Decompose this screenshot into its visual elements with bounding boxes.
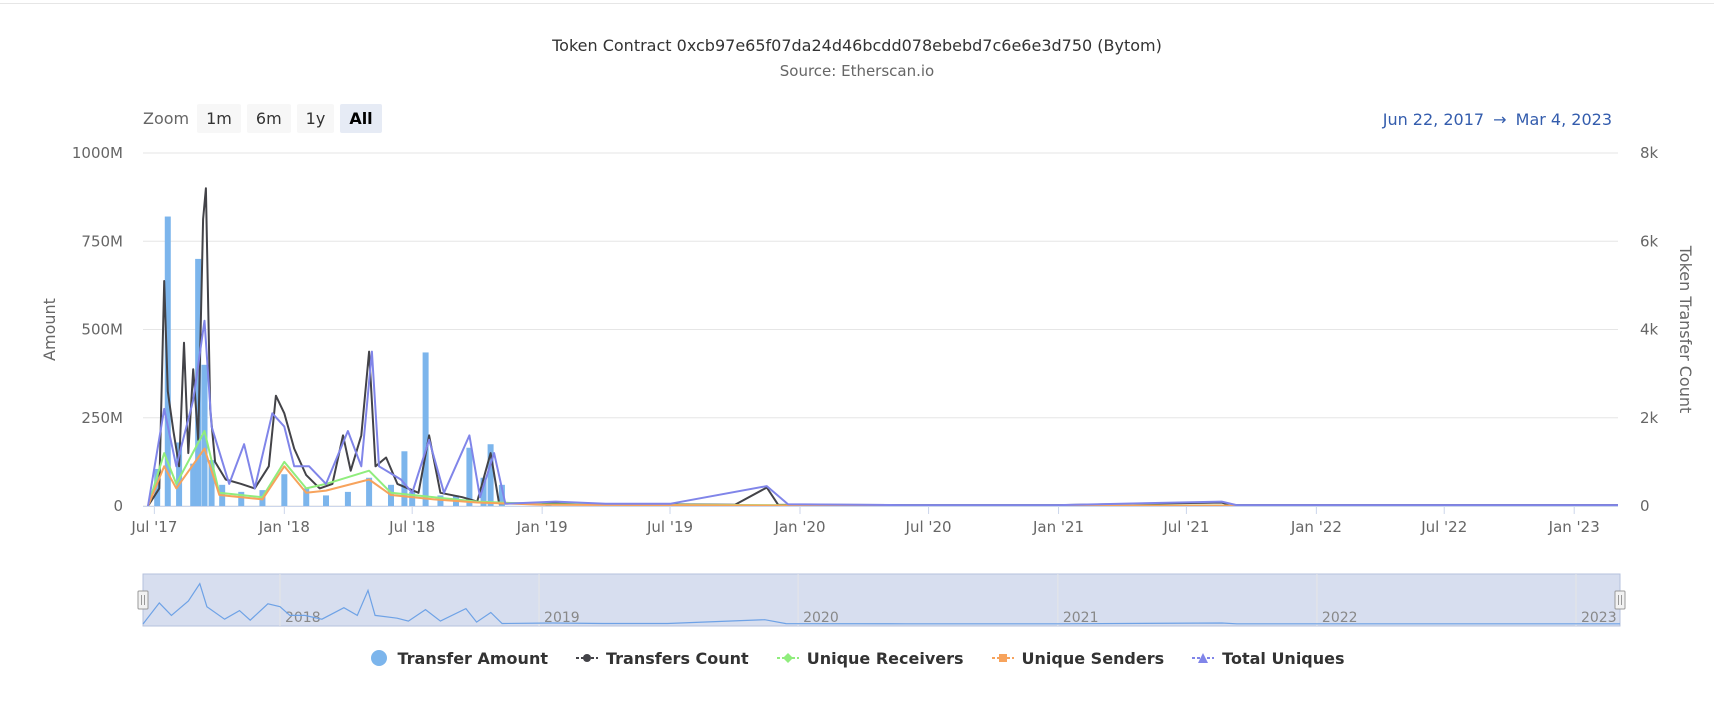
date-range: Jun 22, 2017 → Mar 4, 2023 xyxy=(1381,110,1614,129)
zoom-1y-button[interactable]: 1y xyxy=(296,104,335,133)
transfer-amount-bar[interactable] xyxy=(487,444,494,506)
zoom-6m-button[interactable]: 6m xyxy=(246,104,291,133)
grid-lines xyxy=(143,152,1618,507)
navigator-series-line xyxy=(142,582,1620,625)
transfer-amount-bar[interactable] xyxy=(323,495,330,506)
transfer-amount-bar[interactable] xyxy=(303,488,310,506)
navigator-left-handle[interactable] xyxy=(137,590,149,610)
x-tick-label: Jan '18 xyxy=(258,518,310,536)
transfer-amount-bar[interactable] xyxy=(154,468,161,506)
navigator[interactable]: 2018 2019 2020 2021 2022 2023 xyxy=(137,573,1626,627)
transfer-amount-bar[interactable] xyxy=(466,447,473,506)
legend-item-unique-receivers[interactable]: Unique Receivers xyxy=(776,648,964,668)
x-tick-label: Jul '17 xyxy=(130,518,177,536)
zoom-control: Zoom 1m 6m 1y All xyxy=(143,104,382,133)
legend-item-transfer-amount[interactable]: Transfer Amount xyxy=(369,648,548,668)
legend: Transfer Amount Transfers Count Unique R… xyxy=(0,648,1714,668)
y-right-tick-label: 4k xyxy=(1640,321,1659,339)
transfer-amount-bar[interactable] xyxy=(176,442,183,506)
x-tick-label: Jul '21 xyxy=(1162,518,1209,536)
legend-label: Transfers Count xyxy=(605,648,749,668)
legend-label: Unique Receivers xyxy=(806,648,964,668)
y-right-axis-title: Token Transfer Count xyxy=(1676,245,1695,414)
navigator-tick-label: 2020 xyxy=(803,610,839,626)
series-area xyxy=(147,187,1619,507)
y-left-tick-label: 1000M xyxy=(72,144,123,162)
legend-label: Total Uniques xyxy=(1222,648,1345,668)
transfer-amount-bar[interactable] xyxy=(344,491,351,506)
y-right-tick-label: 6k xyxy=(1640,232,1659,250)
series-line-total-uniques[interactable] xyxy=(147,319,1618,507)
x-tick-label: Jul '18 xyxy=(388,518,435,536)
top-rule xyxy=(0,3,1714,4)
navigator-selection[interactable] xyxy=(142,573,1621,627)
transfer-amount-bar[interactable] xyxy=(195,258,202,506)
axes: 0 250M 500M 750M 1000M 0 2k 4k 6k 8k Amount Token T… xyxy=(40,144,1695,536)
x-tick-label: Jan '19 xyxy=(516,518,568,536)
legend-line-circle-icon xyxy=(575,654,598,662)
legend-line-triangle-icon xyxy=(1192,653,1215,663)
transfer-amount-bar[interactable] xyxy=(190,463,197,506)
legend-item-unique-senders[interactable]: Unique Senders xyxy=(991,648,1165,668)
series-line-transfers-count[interactable] xyxy=(147,187,1618,507)
navigator-tick-label: 2022 xyxy=(1322,610,1358,626)
navigator-tick-label: 2018 xyxy=(285,610,321,626)
transfer-amount-bar[interactable] xyxy=(409,491,416,506)
y-left-tick-label: 750M xyxy=(81,232,123,250)
y-left-tick-label: 500M xyxy=(81,321,123,339)
transfer-amount-bar[interactable] xyxy=(401,451,408,506)
x-tick-label: Jul '19 xyxy=(646,518,693,536)
legend-circle-icon xyxy=(371,650,388,666)
transfer-amount-bar[interactable] xyxy=(498,484,505,506)
x-tick-label: Jul '22 xyxy=(1420,518,1467,536)
range-arrow: → xyxy=(1493,110,1507,129)
range-from-input[interactable]: Jun 22, 2017 xyxy=(1382,110,1485,129)
transfer-amount-bar[interactable] xyxy=(480,477,487,506)
zoom-label: Zoom xyxy=(143,109,190,128)
x-tick-label: Jan '20 xyxy=(773,518,825,536)
zoom-all-button[interactable]: All xyxy=(340,104,382,133)
navigator-right-handle[interactable] xyxy=(1614,590,1626,610)
zoom-1m-button[interactable]: 1m xyxy=(197,104,241,133)
navigator-tick-label: 2023 xyxy=(1581,610,1617,626)
x-tick-label: Jan '23 xyxy=(1548,518,1600,536)
y-left-axis-title: Amount xyxy=(40,298,59,361)
range-to-input[interactable]: Mar 4, 2023 xyxy=(1515,110,1612,129)
legend-item-transfers-count[interactable]: Transfers Count xyxy=(575,648,749,668)
transfer-amount-bar[interactable] xyxy=(201,364,208,506)
y-right-tick-label: 8k xyxy=(1640,144,1659,162)
chart-title: Token Contract 0xcb97e65f07da24d46bcdd07… xyxy=(552,36,1162,55)
y-left-tick-label: 0 xyxy=(113,497,123,515)
legend-item-total-uniques[interactable]: Total Uniques xyxy=(1192,648,1345,668)
x-tick-label: Jan '21 xyxy=(1032,518,1084,536)
x-tick-label: Jan '22 xyxy=(1290,518,1342,536)
transfer-amount-bar[interactable] xyxy=(422,352,429,506)
legend-line-diamond-icon xyxy=(776,653,799,663)
legend-line-square-icon xyxy=(991,654,1014,662)
chart-subtitle: Source: Etherscan.io xyxy=(779,62,935,80)
legend-label: Unique Senders xyxy=(1021,648,1165,668)
transfer-amount-bar[interactable] xyxy=(281,474,288,506)
y-left-tick-label: 250M xyxy=(81,409,123,427)
y-right-tick-label: 0 xyxy=(1640,497,1650,515)
navigator-tick-label: 2021 xyxy=(1063,610,1099,626)
x-tick-label: Jul '20 xyxy=(905,518,952,536)
navigator-tick-label: 2019 xyxy=(544,610,580,626)
y-right-tick-label: 2k xyxy=(1640,409,1659,427)
legend-label: Transfer Amount xyxy=(397,648,548,668)
transfer-amount-bar[interactable] xyxy=(238,491,245,506)
transfer-amount-bar[interactable] xyxy=(366,477,373,506)
transfer-amount-bar[interactable] xyxy=(208,460,215,506)
